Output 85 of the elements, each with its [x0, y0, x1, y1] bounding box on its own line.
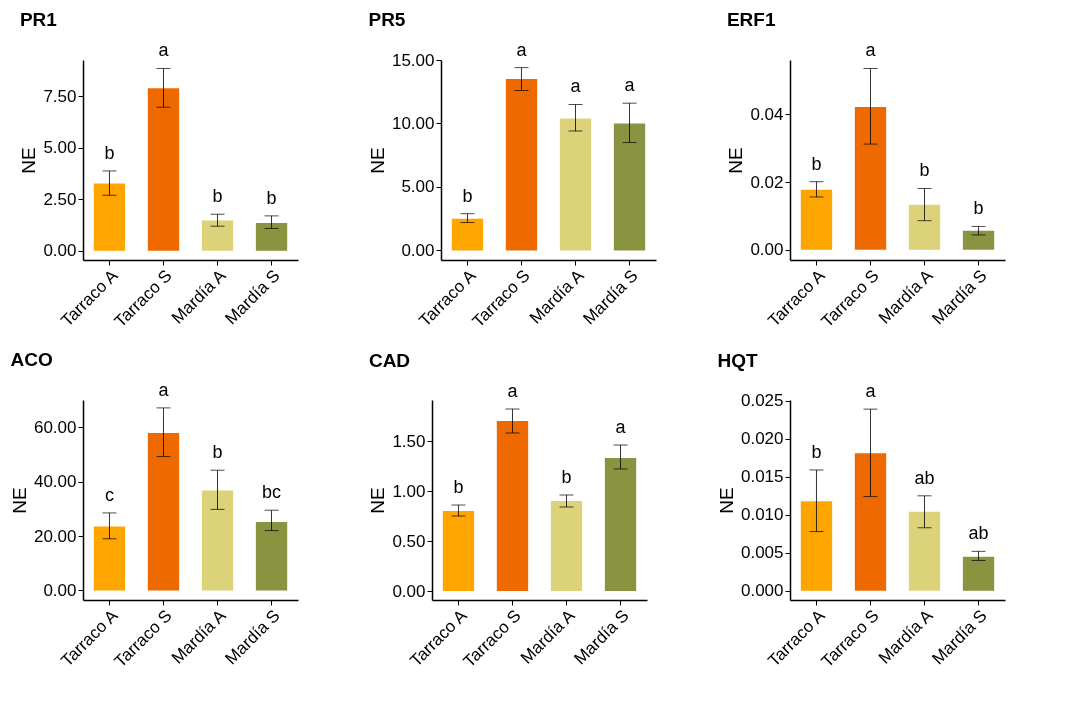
y-tick-label: 10.00	[391, 113, 435, 133]
y-tick-label: 0.00	[43, 241, 77, 261]
bar	[962, 230, 995, 250]
y-axis-title: NE	[18, 147, 40, 174]
y-axis-title: NE	[715, 487, 737, 514]
y-axis-title: NE	[8, 487, 30, 514]
annotation: b	[919, 160, 930, 181]
bar	[255, 521, 288, 591]
y-tick-label: 40.00	[33, 472, 77, 492]
annotation: b	[266, 187, 277, 208]
bar	[800, 189, 833, 250]
bar	[201, 490, 234, 591]
y-tick-label: 60.00	[33, 417, 77, 437]
annotation: a	[615, 417, 627, 437]
bar	[800, 501, 833, 591]
y-tick-label: 5.00	[43, 138, 77, 158]
annotation: a	[624, 75, 636, 96]
y-tick-label: 7.50	[43, 86, 77, 106]
text: a	[158, 40, 170, 61]
y-tick-label: 0.020	[740, 429, 784, 449]
bar	[451, 218, 484, 251]
y-tick-label: 0.00	[401, 240, 435, 260]
bar	[505, 79, 538, 251]
y-tick-label: 1.50	[392, 431, 426, 451]
y-tick-label: 0.015	[740, 467, 784, 487]
y-tick-label: 0.025	[740, 391, 784, 411]
bar	[496, 421, 529, 591]
y-tick-label: 0.02	[750, 172, 784, 192]
bar	[854, 453, 887, 591]
y-tick-label: 0.00	[392, 581, 426, 601]
annotation: b	[811, 441, 822, 462]
y-tick-label: 0.010	[740, 505, 784, 525]
y-tick-label: 0.50	[392, 531, 426, 551]
bar	[442, 511, 475, 591]
bar	[147, 432, 180, 591]
annotation: c	[104, 484, 114, 505]
bar	[559, 118, 592, 251]
bar	[550, 501, 583, 591]
y-axis-title: NE	[366, 147, 388, 174]
annotation: b	[811, 153, 822, 174]
y-tick-label: 0.00	[43, 580, 77, 600]
text: a	[516, 39, 528, 60]
text: a	[158, 379, 170, 400]
y-tick-label: 15.00	[391, 50, 435, 70]
bar	[908, 204, 941, 250]
y-tick-label: 0.000	[740, 581, 784, 601]
annotation: a	[865, 381, 877, 402]
annotation: bc	[262, 482, 282, 503]
y-tick-label: 1.00	[392, 481, 426, 501]
bar	[255, 223, 288, 251]
bar	[201, 220, 234, 251]
annotation: b	[104, 142, 115, 163]
annotation: a	[865, 40, 877, 61]
annotation: b	[212, 186, 223, 207]
chart-title: HQT	[717, 350, 758, 372]
y-tick-label: 20.00	[33, 526, 77, 546]
annotation: ab	[914, 467, 935, 488]
annotation: b	[561, 467, 572, 487]
bar	[93, 183, 126, 251]
annotation: b	[453, 477, 464, 497]
bar	[908, 511, 941, 591]
chart-title: ERF1	[726, 9, 776, 31]
bar	[962, 556, 995, 591]
bar	[613, 123, 646, 251]
y-tick-label: 2.50	[43, 189, 77, 209]
y-tick-label: 5.00	[401, 177, 435, 197]
y-tick-label: 0.04	[750, 104, 784, 124]
annotation: ab	[968, 523, 989, 544]
chart-title: ACO	[10, 348, 53, 370]
bar	[93, 526, 126, 591]
annotation: b	[212, 442, 223, 463]
y-tick-label: 0.00	[750, 240, 784, 260]
chart-title: PR1	[19, 9, 58, 31]
bar	[147, 88, 180, 251]
bar	[854, 107, 887, 250]
y-tick-label: 0.005	[740, 543, 784, 563]
y-axis-title: NE	[367, 487, 389, 514]
annotation: b	[462, 185, 473, 206]
chart-title: PR5	[368, 8, 406, 30]
chart-title: CAD	[368, 350, 411, 371]
annotation: a	[570, 76, 582, 97]
y-axis-title: NE	[725, 147, 747, 174]
annotation: b	[973, 198, 984, 219]
annotation: a	[507, 381, 519, 401]
bar	[604, 458, 637, 591]
